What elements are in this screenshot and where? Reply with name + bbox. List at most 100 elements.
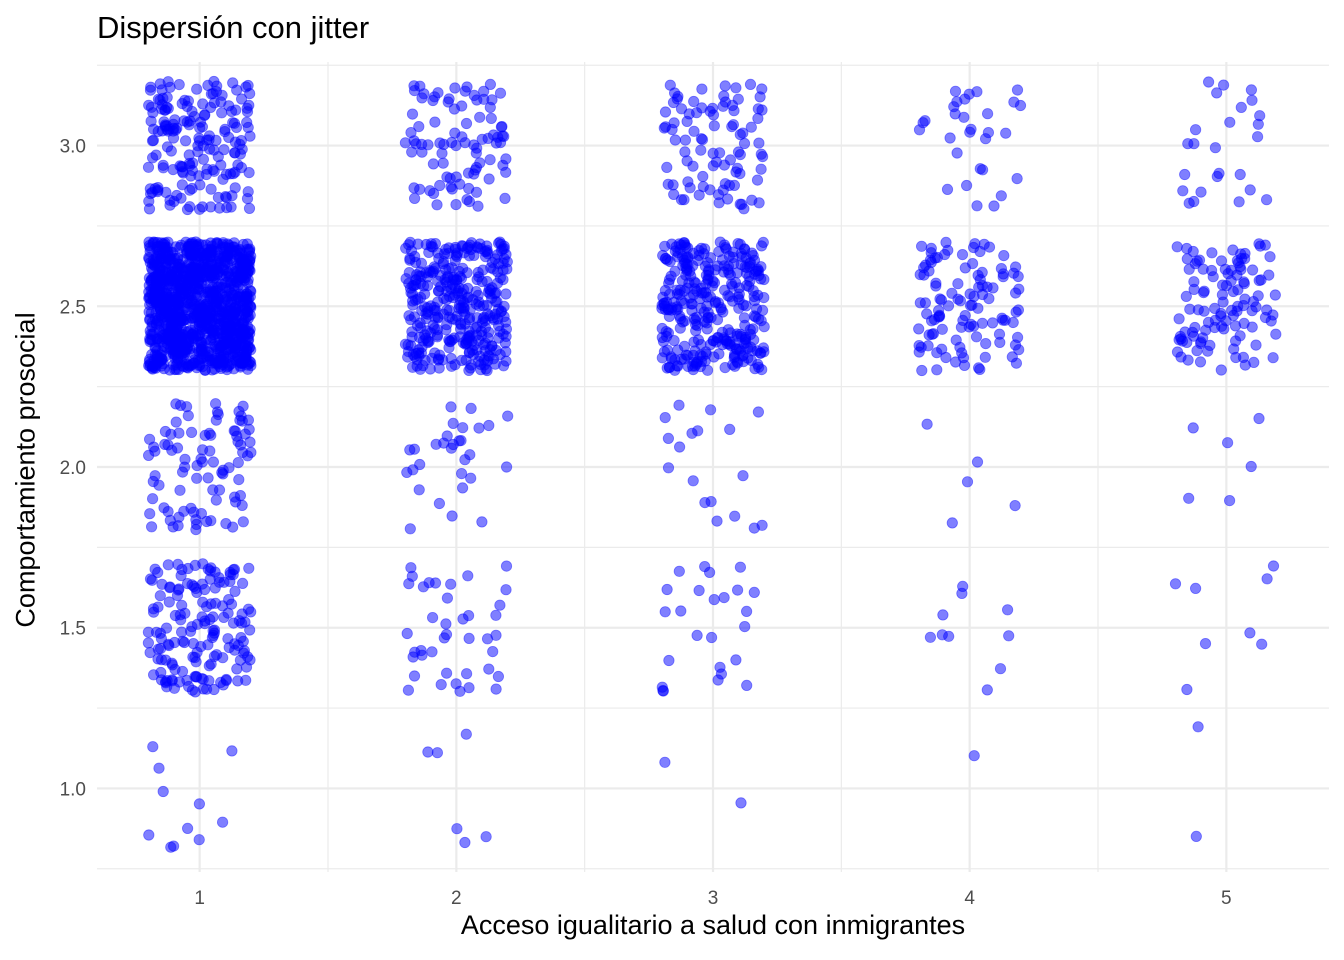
data-point: [197, 153, 209, 165]
data-point: [1232, 284, 1244, 296]
data-point: [148, 669, 160, 681]
data-point: [704, 404, 717, 416]
data-point: [229, 585, 241, 598]
data-point: [1215, 364, 1227, 376]
data-point: [190, 656, 202, 668]
data-point: [1224, 116, 1236, 128]
data-point: [210, 494, 222, 506]
data-point: [431, 323, 443, 336]
data-point: [160, 120, 173, 132]
data-point: [495, 305, 508, 317]
data-point: [468, 89, 480, 102]
data-point: [165, 258, 177, 271]
data-point: [170, 398, 182, 410]
data-point: [192, 146, 204, 158]
data-point: [713, 348, 725, 360]
data-point: [455, 467, 468, 480]
data-point: [460, 117, 473, 130]
data-point: [409, 294, 422, 306]
data-point: [673, 399, 685, 411]
data-point: [687, 475, 699, 487]
data-point: [146, 521, 158, 533]
data-point: [722, 263, 734, 276]
data-point: [1008, 267, 1020, 279]
data-point: [462, 241, 474, 253]
data-point: [959, 309, 971, 322]
data-point: [752, 406, 765, 418]
data-point: [956, 249, 969, 261]
data-point: [493, 332, 505, 344]
data-point: [473, 422, 485, 434]
data-point: [216, 466, 228, 479]
data-point: [949, 85, 962, 97]
data-point: [490, 683, 502, 695]
data-point: [1001, 604, 1014, 616]
data-point: [430, 438, 442, 450]
data-point: [727, 246, 739, 258]
data-point: [728, 105, 740, 117]
data-point: [181, 270, 193, 282]
data-point: [1247, 264, 1259, 276]
data-point: [936, 323, 948, 335]
data-point: [732, 146, 745, 158]
data-point: [998, 250, 1010, 262]
data-point: [756, 304, 769, 316]
data-point: [465, 402, 477, 414]
x-tick-labels: 1 2 3 4 5: [194, 888, 1231, 909]
data-point: [450, 199, 462, 211]
data-point: [242, 363, 254, 375]
x-tick-label: 2: [451, 888, 462, 909]
data-point: [224, 336, 236, 348]
data-point: [179, 94, 191, 106]
data-point: [408, 80, 420, 92]
data-point: [441, 592, 453, 604]
data-point: [674, 284, 686, 296]
data-point: [442, 96, 454, 108]
data-point: [476, 516, 488, 528]
data-point: [1190, 124, 1202, 136]
data-point: [685, 298, 697, 310]
data-point: [1218, 79, 1230, 91]
data-point: [1267, 309, 1279, 321]
data-point: [1007, 316, 1019, 329]
data-point: [755, 163, 767, 175]
data-point: [176, 563, 188, 576]
data-point: [166, 287, 178, 300]
data-point: [726, 121, 738, 133]
data-point: [193, 360, 205, 372]
data-point: [201, 163, 213, 175]
data-point: [160, 622, 173, 634]
data-point: [238, 645, 250, 657]
data-point: [463, 347, 475, 359]
data-point: [173, 427, 185, 439]
data-point: [1228, 343, 1240, 355]
data-point: [661, 161, 673, 173]
data-point: [425, 240, 437, 252]
data-point: [1191, 255, 1203, 267]
data-point: [217, 816, 229, 828]
data-point: [706, 280, 719, 292]
data-point: [1013, 283, 1025, 295]
data-point: [423, 577, 435, 589]
data-point: [675, 605, 687, 617]
data-point: [1181, 253, 1193, 265]
data-point: [460, 728, 472, 740]
data-point: [215, 288, 228, 300]
data-point: [399, 338, 412, 350]
data-point: [225, 598, 238, 610]
data-point: [422, 746, 434, 758]
data-point: [1253, 238, 1265, 250]
data-point: [457, 613, 469, 625]
data-point: [483, 173, 495, 185]
data-point: [656, 331, 668, 344]
data-point: [499, 192, 511, 204]
data-point: [1169, 578, 1182, 590]
data-point: [1261, 573, 1273, 585]
data-point: [979, 351, 991, 363]
data-point: [483, 419, 495, 432]
data-point: [154, 78, 166, 90]
data-point: [987, 282, 999, 294]
data-point: [675, 103, 688, 115]
data-point: [455, 434, 467, 447]
data-point: [170, 416, 182, 428]
